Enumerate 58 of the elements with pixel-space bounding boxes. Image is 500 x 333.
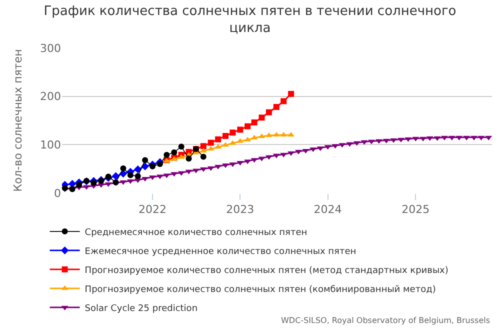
point [171,149,178,156]
text: WDC-SILSO, Royal Observatory of Belgium, Brussels [281,316,490,325]
point [222,132,228,139]
point [273,104,280,110]
point [62,185,68,192]
point [398,138,404,142]
point [258,114,265,121]
point [90,180,97,186]
x-tick-label: 2024 [314,203,342,216]
point [149,176,156,180]
x-tick-label: 2022 [138,203,167,216]
x-tick-label: 2025 [402,203,430,216]
point [142,157,148,164]
point [192,168,200,174]
point [76,182,82,188]
y-tick-label: 100 [40,138,61,152]
point [368,140,375,144]
point [295,150,302,154]
legend-label: Среднемесячное количество солнечных пятен [84,228,308,238]
point [164,152,170,158]
y-tick-label: 200 [40,90,61,104]
point [141,162,149,170]
y-tick-label: 300 [40,42,61,55]
point [120,165,126,172]
point [230,130,236,136]
point [200,143,206,150]
point [200,154,206,160]
y-tick-label: 0 [54,186,61,200]
point [156,161,163,167]
point [186,156,192,162]
point [288,90,294,97]
point [266,132,272,137]
legend-label: Solar Cycle 25 prediction [84,304,198,314]
legend-label: Ежемесячное усредненное количество солнечных пятен [84,246,356,257]
point [150,163,156,170]
point [266,109,272,116]
point [251,119,258,126]
point [112,172,120,180]
legend-label: Прогнозируемое количество солнечных пятен (комбинированный метод) [84,284,436,295]
point [280,98,287,104]
point [134,173,141,180]
point [244,123,251,130]
point [134,165,142,174]
point [83,185,90,190]
point [178,144,184,150]
point [215,136,222,142]
point [237,126,244,133]
point [222,163,229,168]
legend-label: Прогнозируемое количество солнечных пятен (метод стандартных кривых) [84,266,448,276]
point [127,172,134,178]
point [470,136,478,140]
y-axis-title: Кол-во солнечных пятен [12,49,25,192]
point [441,136,448,140]
point [208,140,214,146]
chart-title: График количества солнечных пятен в течении солнечного цикла [44,4,456,36]
x-tick-label: 2023 [226,203,254,216]
point [156,174,164,180]
point [222,142,229,147]
